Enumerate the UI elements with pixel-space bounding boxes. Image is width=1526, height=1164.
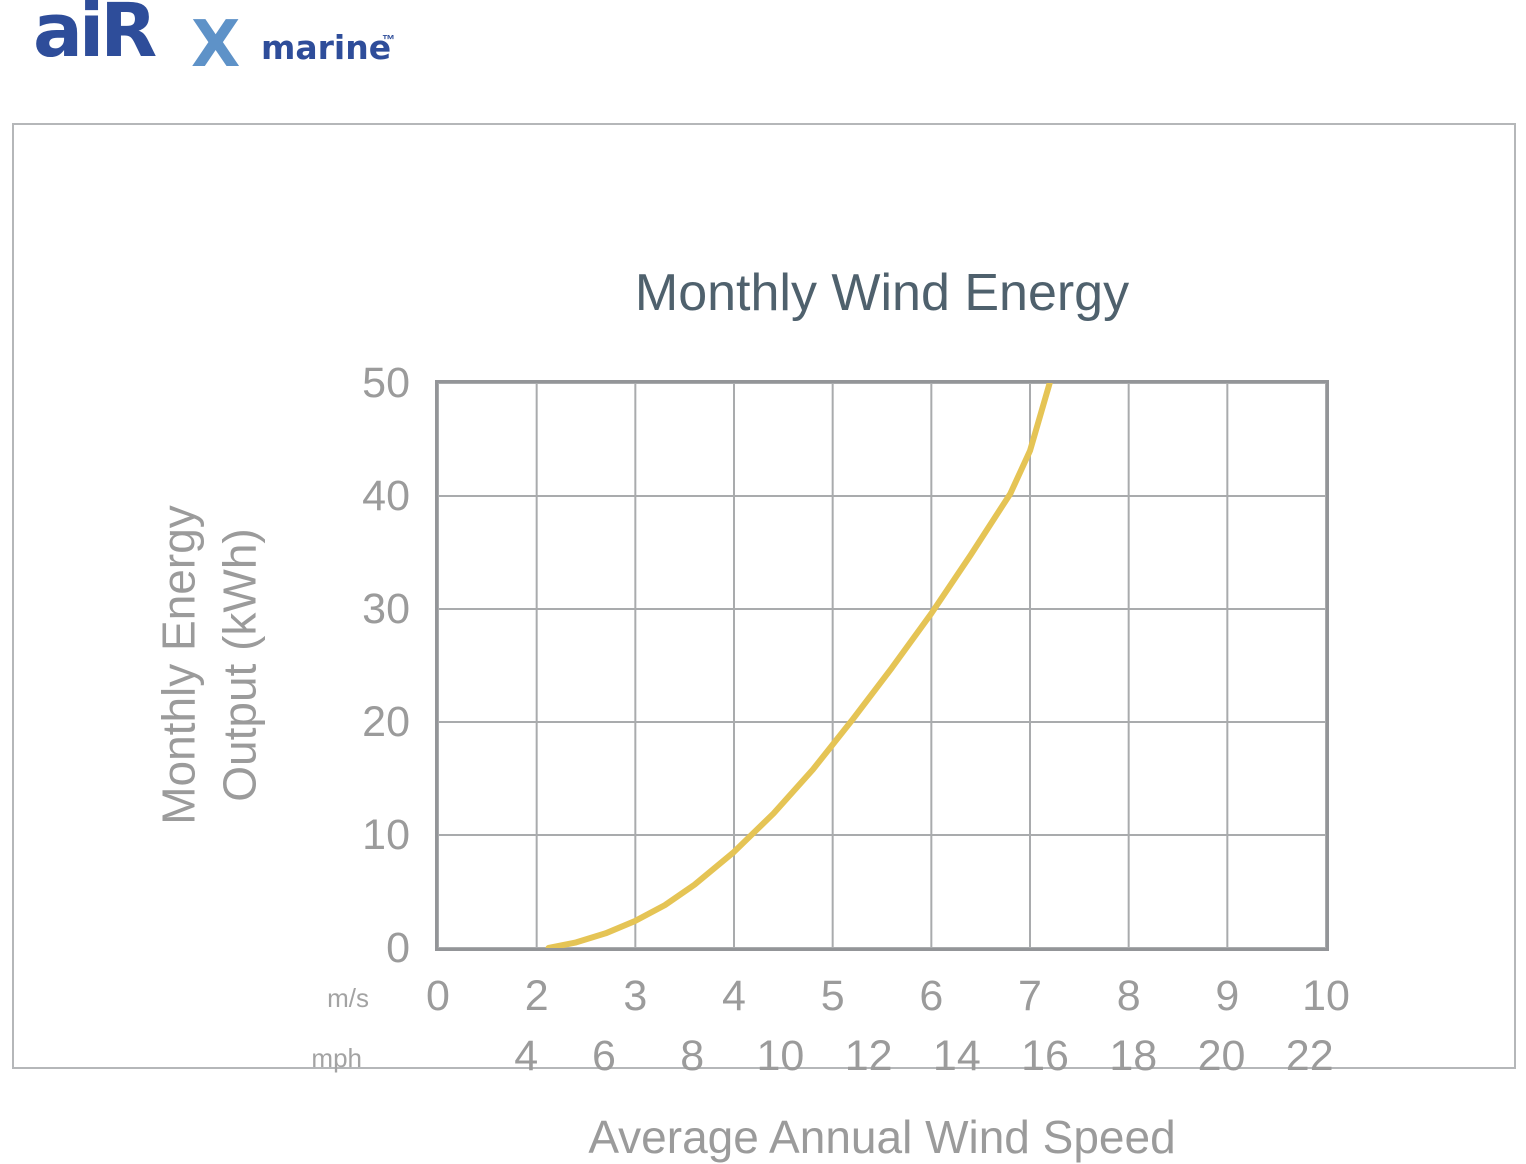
x-tick-label-mph: 10 [756,1032,805,1080]
x-tick-label-mph: 16 [1021,1032,1069,1080]
y-tick-label: 0 [386,924,410,972]
y-tick-label: 40 [362,472,410,520]
x-axis-title: Average Annual Wind Speed [588,1111,1176,1163]
x-tick-label-mph: 18 [1109,1032,1158,1080]
x-tick-label-mph: 22 [1285,1032,1334,1080]
y-axis-title-line2: Output (kWh) [213,528,265,802]
x-tick-label-ms: 0 [426,972,450,1020]
x-tick-label-mph: 20 [1197,1032,1246,1080]
x-tick-label-ms: 2 [524,972,549,1020]
y-tick-label: 20 [362,698,410,746]
logo-air-text: aiR [33,0,157,74]
x-tick-label-ms: 3 [623,972,648,1020]
y-tick-label: 50 [362,359,410,407]
logo-marine-text: marine [261,28,392,67]
x-tick-label-ms: 8 [1116,972,1141,1020]
x-tick-label-mph: 8 [680,1032,705,1080]
x-tick-label-ms: 10 [1302,972,1350,1020]
y-axis-title: Monthly Energy Output (kWh) [148,505,269,825]
x-tick-label-ms: 9 [1215,972,1240,1020]
energy-output-curve [545,383,1053,948]
x-tick-label-mph: 6 [592,1032,616,1080]
x-tick-label-mph: 4 [514,1032,539,1080]
x-tick-label-ms: 4 [722,972,746,1020]
x-tick-label-ms: 5 [820,972,845,1020]
x-tick-label-mph: 12 [844,1032,893,1080]
y-tick-label: 30 [362,585,410,633]
chart-panel: Monthly Wind Energy Monthly Energy Outpu… [12,123,1516,1163]
x-tick-label-ms: 7 [1018,972,1042,1020]
y-axis-title-line1: Monthly Energy [152,505,205,825]
y-tick-label: 10 [362,811,410,859]
logo: aiR X marine ™ [33,0,453,102]
x-tick-label-mph: 14 [932,1032,981,1080]
wind-energy-curve-chart [438,383,1326,948]
x-axis-unit-ms: m/s [327,983,369,1013]
x-axis-unit-mph: mph [311,1043,362,1073]
plot-area [435,380,1329,951]
x-tick-label-ms: 6 [919,972,944,1020]
chart-title: Monthly Wind Energy [634,264,1130,322]
logo-x-text: X [191,8,241,82]
logo-trademark-symbol: ™ [382,32,395,47]
